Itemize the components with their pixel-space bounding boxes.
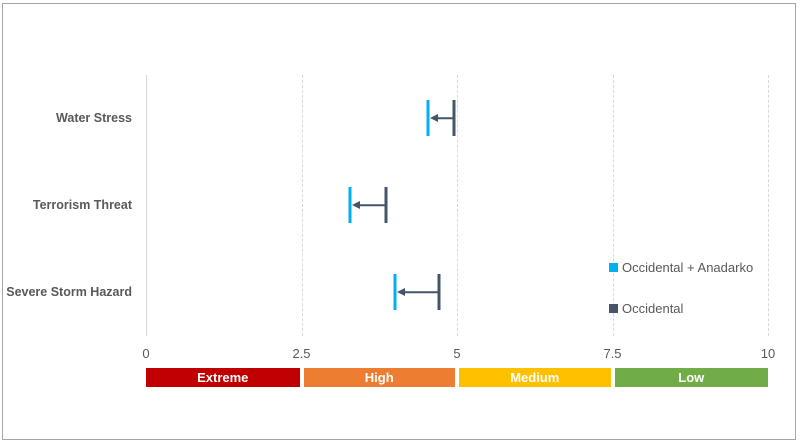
arrow-head-icon xyxy=(352,201,361,209)
x-tick-label: 10 xyxy=(760,346,776,361)
x-tick-label: 7.5 xyxy=(603,346,622,361)
category-label: Terrorism Threat xyxy=(32,198,132,212)
occidental-marker[interactable] xyxy=(452,100,456,136)
occidental-marker[interactable] xyxy=(384,187,388,223)
x-tick-label: 2.5 xyxy=(292,346,311,361)
gridline xyxy=(457,75,458,336)
gridline xyxy=(146,75,147,336)
legend-item[interactable]: Occidental xyxy=(609,301,683,316)
legend-label: Occidental xyxy=(622,301,684,316)
gridline xyxy=(612,75,614,336)
arrow-head-icon xyxy=(396,288,405,296)
change-arrow-line xyxy=(358,204,387,206)
gridline xyxy=(768,75,769,336)
risk-band-medium: Medium xyxy=(459,368,611,387)
legend-swatch-icon xyxy=(609,263,618,272)
risk-band-high: High xyxy=(303,368,455,387)
legend-label: Occidental + Anadarko xyxy=(622,260,754,275)
change-arrow-line xyxy=(435,117,454,119)
risk-band-low: Low xyxy=(614,368,768,387)
chart-frame xyxy=(2,3,796,440)
combined-marker[interactable] xyxy=(348,187,352,223)
legend-item[interactable]: Occidental + Anadarko xyxy=(609,260,753,275)
x-tick-label: 0 xyxy=(142,346,150,361)
combined-marker[interactable] xyxy=(393,274,397,310)
change-arrow-line xyxy=(402,291,439,293)
gridline xyxy=(301,75,303,336)
combined-marker[interactable] xyxy=(426,100,430,136)
legend-swatch-icon xyxy=(609,304,618,313)
risk-band-extreme: Extreme xyxy=(146,368,300,387)
category-label: Severe Storm Hazard xyxy=(6,285,132,299)
arrow-head-icon xyxy=(429,114,438,122)
occidental-marker[interactable] xyxy=(437,274,441,310)
category-label: Water Stress xyxy=(56,111,132,125)
x-tick-label: 5 xyxy=(453,346,461,361)
